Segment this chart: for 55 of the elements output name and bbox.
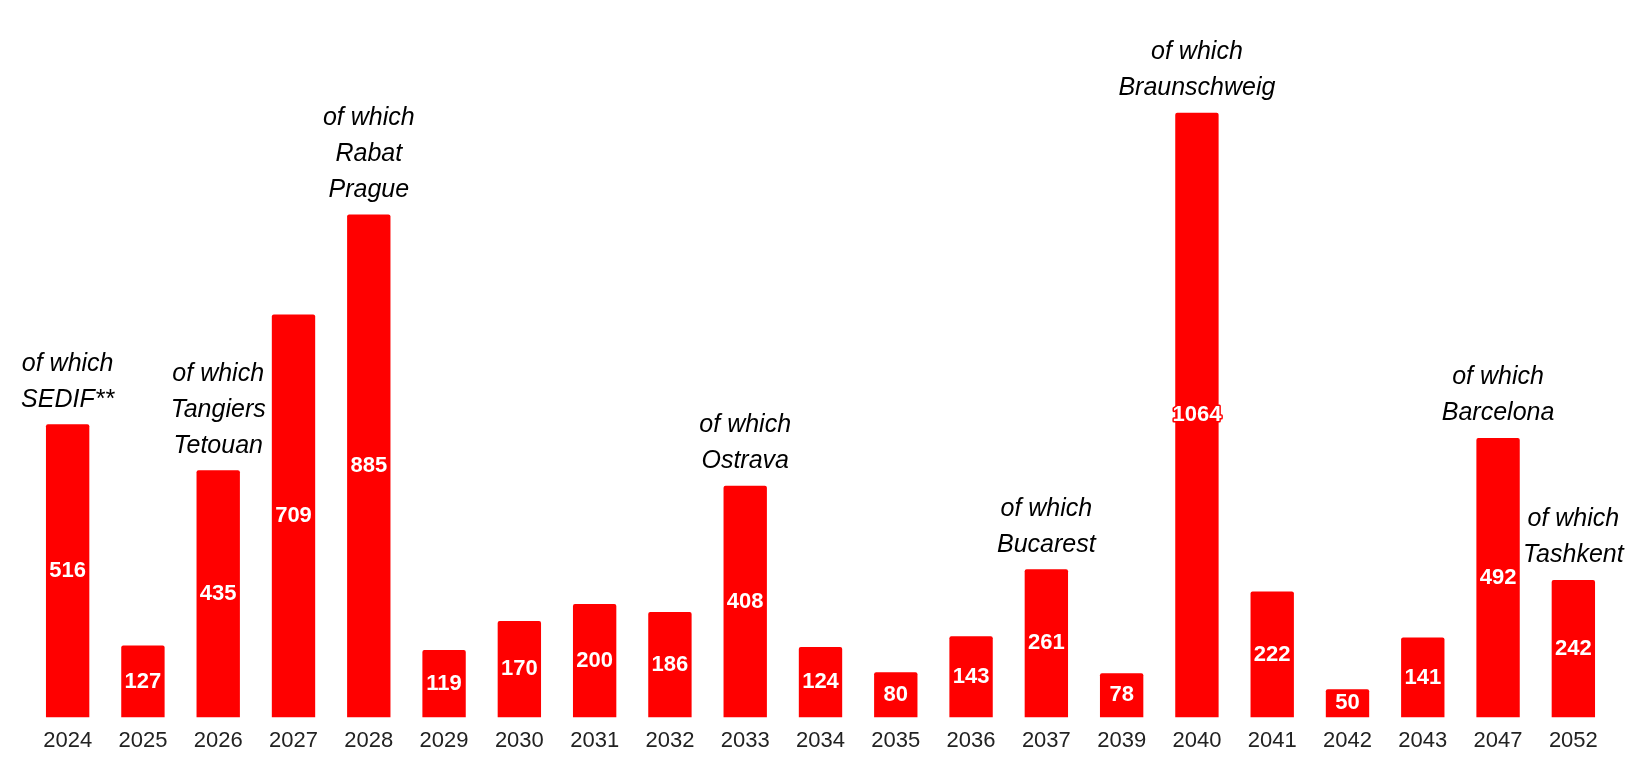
data-label: 222 (1253, 640, 1291, 666)
x-tick-label: 2027 (269, 726, 318, 752)
annotation: of which Bucarest (997, 492, 1097, 557)
data-label: 50 (1335, 689, 1360, 715)
bar (1476, 437, 1520, 718)
data-label: 141 (1404, 663, 1442, 689)
annotation: of which Ostrava (699, 409, 792, 474)
x-tick-label: 2030 (494, 726, 544, 752)
x-tick-label: 2024 (43, 726, 93, 752)
bar (723, 485, 767, 718)
x-tick-label: 2029 (419, 726, 469, 752)
x-tick-label: 2043 (1398, 726, 1448, 752)
bar (196, 470, 240, 718)
annotation: of which Tashkent (1523, 503, 1625, 568)
data-label: 885 (350, 452, 388, 478)
data-label: 119 (426, 669, 462, 695)
x-tick-label: 2037 (1021, 726, 1071, 752)
data-label: 186 (651, 650, 689, 676)
data-label: 124 (802, 668, 840, 694)
x-tick-label: 2026 (193, 726, 243, 752)
data-label: 170 (501, 655, 538, 681)
x-tick-label: 2025 (118, 726, 168, 752)
data-label: 709 (275, 502, 312, 528)
data-label: 408 (726, 587, 764, 613)
annotation: of which SEDIF** (21, 347, 116, 412)
x-tick-label: 2042 (1323, 726, 1372, 752)
bar (347, 214, 391, 718)
x-tick-label: 2028 (344, 726, 394, 752)
annotation: of which Rabat Prague (322, 102, 415, 203)
data-label: 242 (1555, 634, 1592, 660)
x-tick-label: 2041 (1247, 726, 1297, 752)
bar (271, 314, 316, 718)
annotation: of which Tangiers Tetouan (170, 357, 266, 458)
annotation: of which Braunschweig (1118, 36, 1276, 101)
x-tick-label: 2036 (946, 726, 996, 752)
data-label: 516 (49, 557, 86, 583)
annotation: of which Barcelona (1441, 361, 1555, 426)
data-label: 78 (1109, 681, 1134, 707)
x-tick-label: 2047 (1473, 726, 1523, 752)
x-tick-label: 2040 (1172, 726, 1222, 752)
x-tick-label: 2035 (871, 726, 921, 752)
x-tick-label: 2033 (720, 726, 770, 752)
x-tick-label: 2052 (1548, 726, 1598, 752)
x-tick-label: 2039 (1097, 726, 1147, 752)
x-tick-label: 2032 (645, 726, 695, 752)
bar (45, 424, 90, 718)
data-label: 143 (952, 663, 990, 689)
data-label: 80 (883, 680, 909, 706)
x-tick-label: 2031 (570, 726, 620, 752)
data-label: 492 (1479, 563, 1517, 589)
data-label: 435 (199, 580, 237, 606)
data-label: 261 (1028, 629, 1065, 655)
x-tick-label: 2034 (796, 726, 845, 752)
data-label: 127 (124, 667, 162, 693)
data-label: 200 (576, 646, 613, 672)
